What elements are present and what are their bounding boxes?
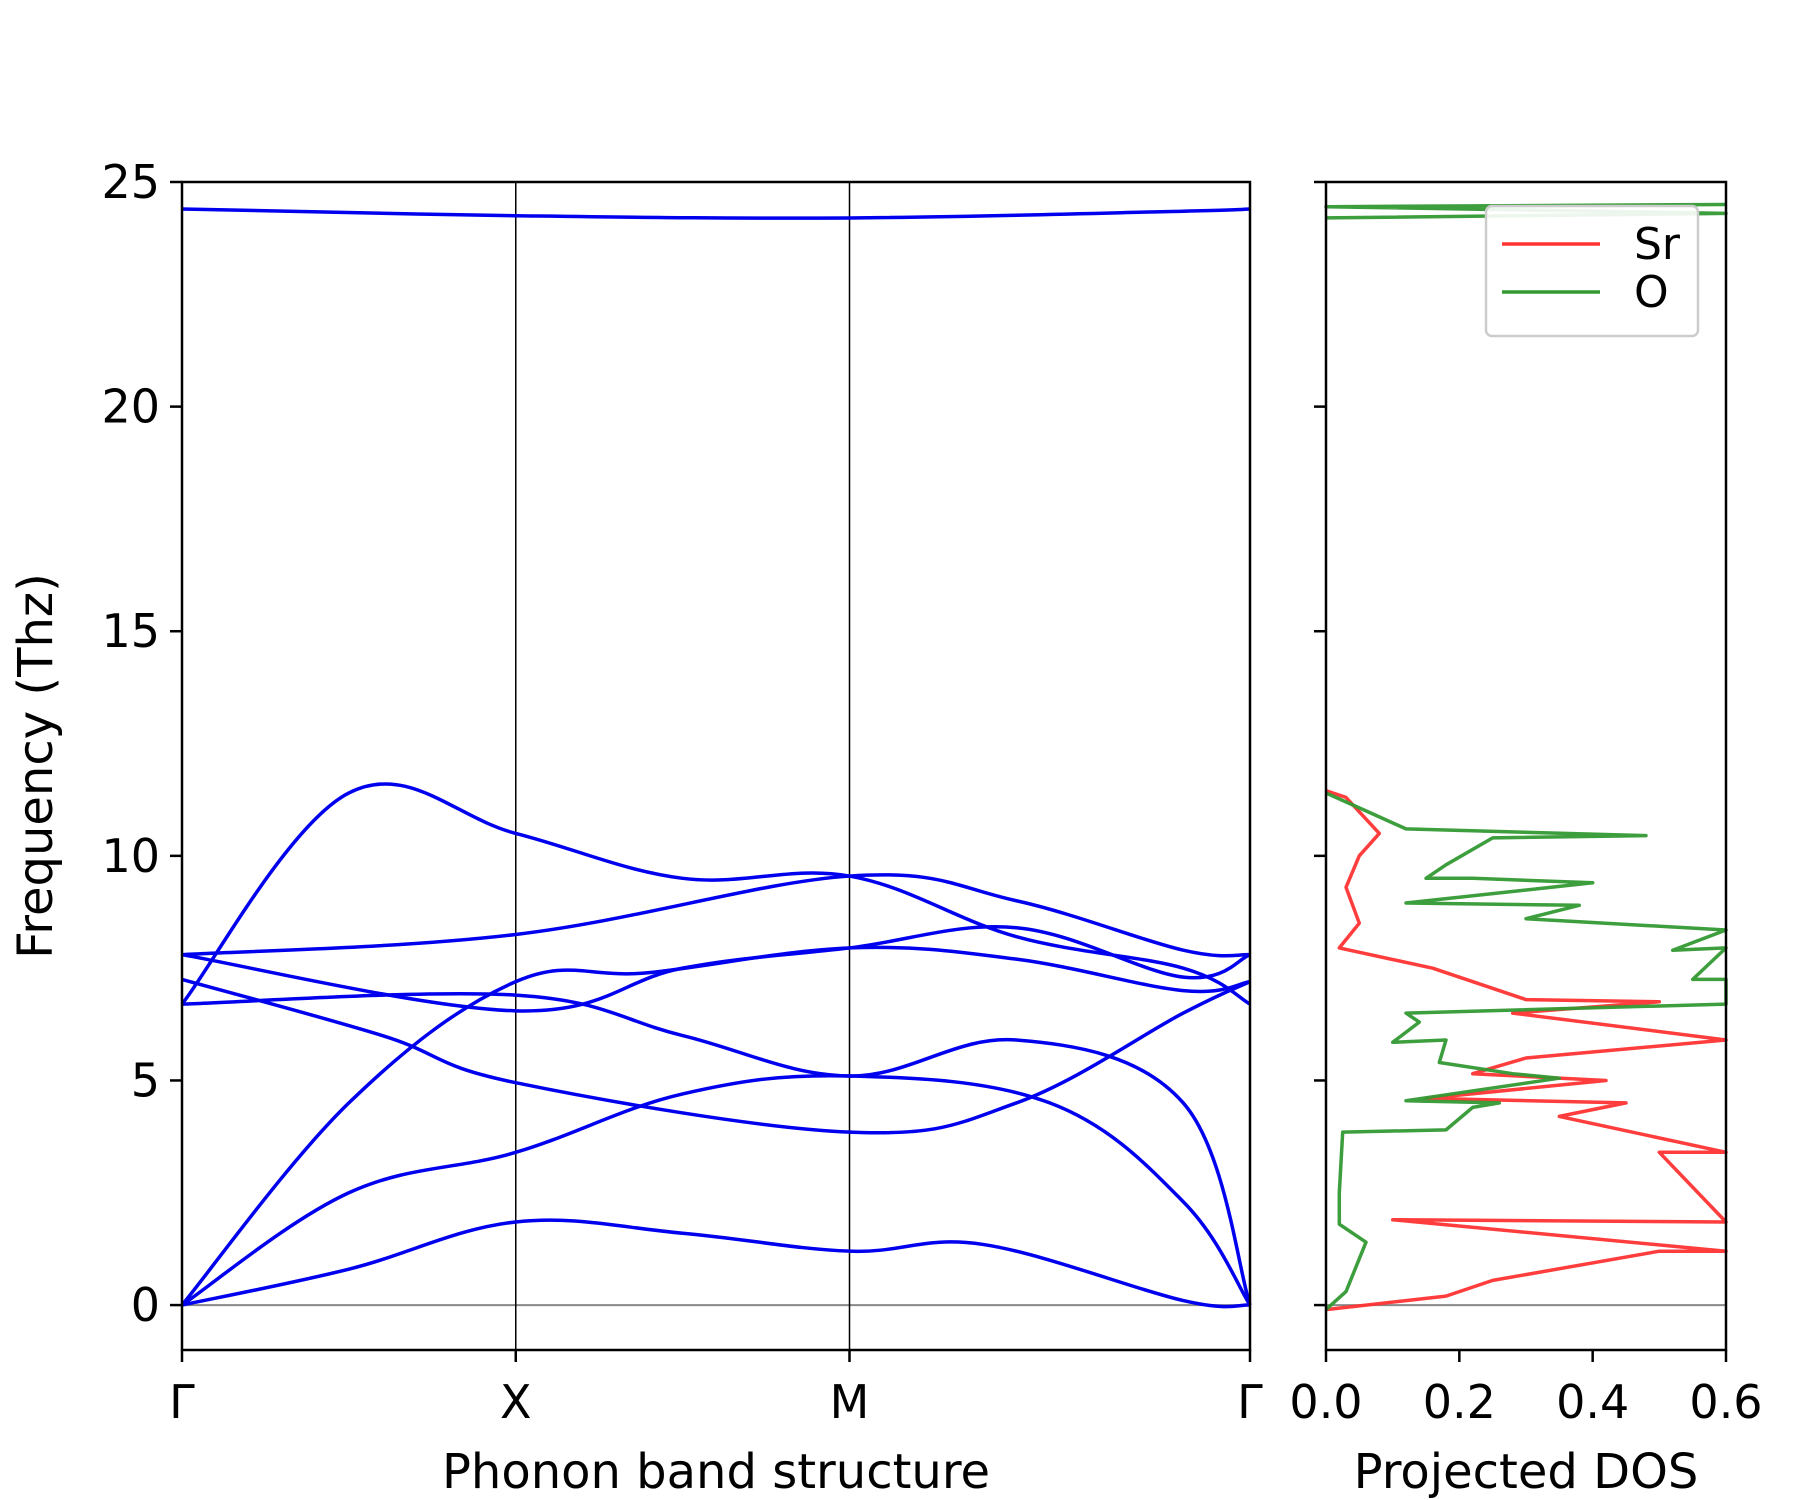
projected-dos-panel: 0.0 0.2 0.4 0.6 Projected DOS SrO (1289, 180, 1763, 1500)
band-line-band-4 (181, 991, 1252, 1306)
legend-label-O: O (1634, 267, 1669, 318)
band-line-band-2 (181, 1073, 1252, 1307)
band-line-band-6 (181, 925, 1251, 1013)
x-tick-label-2: M (830, 1375, 870, 1429)
dos-line-Sr (1325, 789, 1728, 1312)
y-tick-label-25: 25 (101, 155, 160, 209)
band-line-band-8 (181, 873, 1251, 958)
band-line-band-3 (180, 945, 1251, 1307)
y-tick-label-10: 10 (101, 829, 160, 883)
y-tick-label-0: 0 (131, 1278, 160, 1332)
y-tick-label-15: 15 (101, 604, 160, 658)
dos-x-tick-label-1: 0.2 (1423, 1375, 1496, 1429)
y-tick-label-20: 20 (101, 380, 160, 434)
x-tick-label-3: Γ (1237, 1375, 1263, 1429)
band-line-band-1 (181, 1218, 1251, 1309)
legend-label-Sr: Sr (1634, 219, 1681, 270)
dos-x-tick-label-3: 0.6 (1689, 1375, 1762, 1429)
y-tick-label-5: 5 (131, 1053, 160, 1107)
y-axis-title: Frequency (Thz) (8, 573, 64, 959)
x-tick-label-0: Γ (169, 1375, 195, 1429)
dos-x-tick-label-0: 0.0 (1289, 1375, 1362, 1429)
band-plot-frame (180, 180, 1252, 1352)
band-structure-panel: 0 5 10 15 20 25 Γ X M Γ Phonon band structure Frequ… (8, 155, 1263, 1500)
x-tick-label-1: X (500, 1375, 532, 1429)
legend: SrO (1484, 204, 1700, 338)
band-line-band-7 (180, 782, 1251, 1006)
legend-box (1484, 204, 1700, 338)
dos-x-axis-title: Projected DOS (1354, 1444, 1699, 1500)
band-line-band-5 (181, 977, 1251, 1135)
dos-plot-frame (1324, 180, 1728, 1352)
band-line-band-9 (181, 207, 1251, 220)
band-x-axis-title: Phonon band structure (442, 1444, 990, 1500)
dos-x-tick-label-2: 0.4 (1556, 1375, 1629, 1429)
